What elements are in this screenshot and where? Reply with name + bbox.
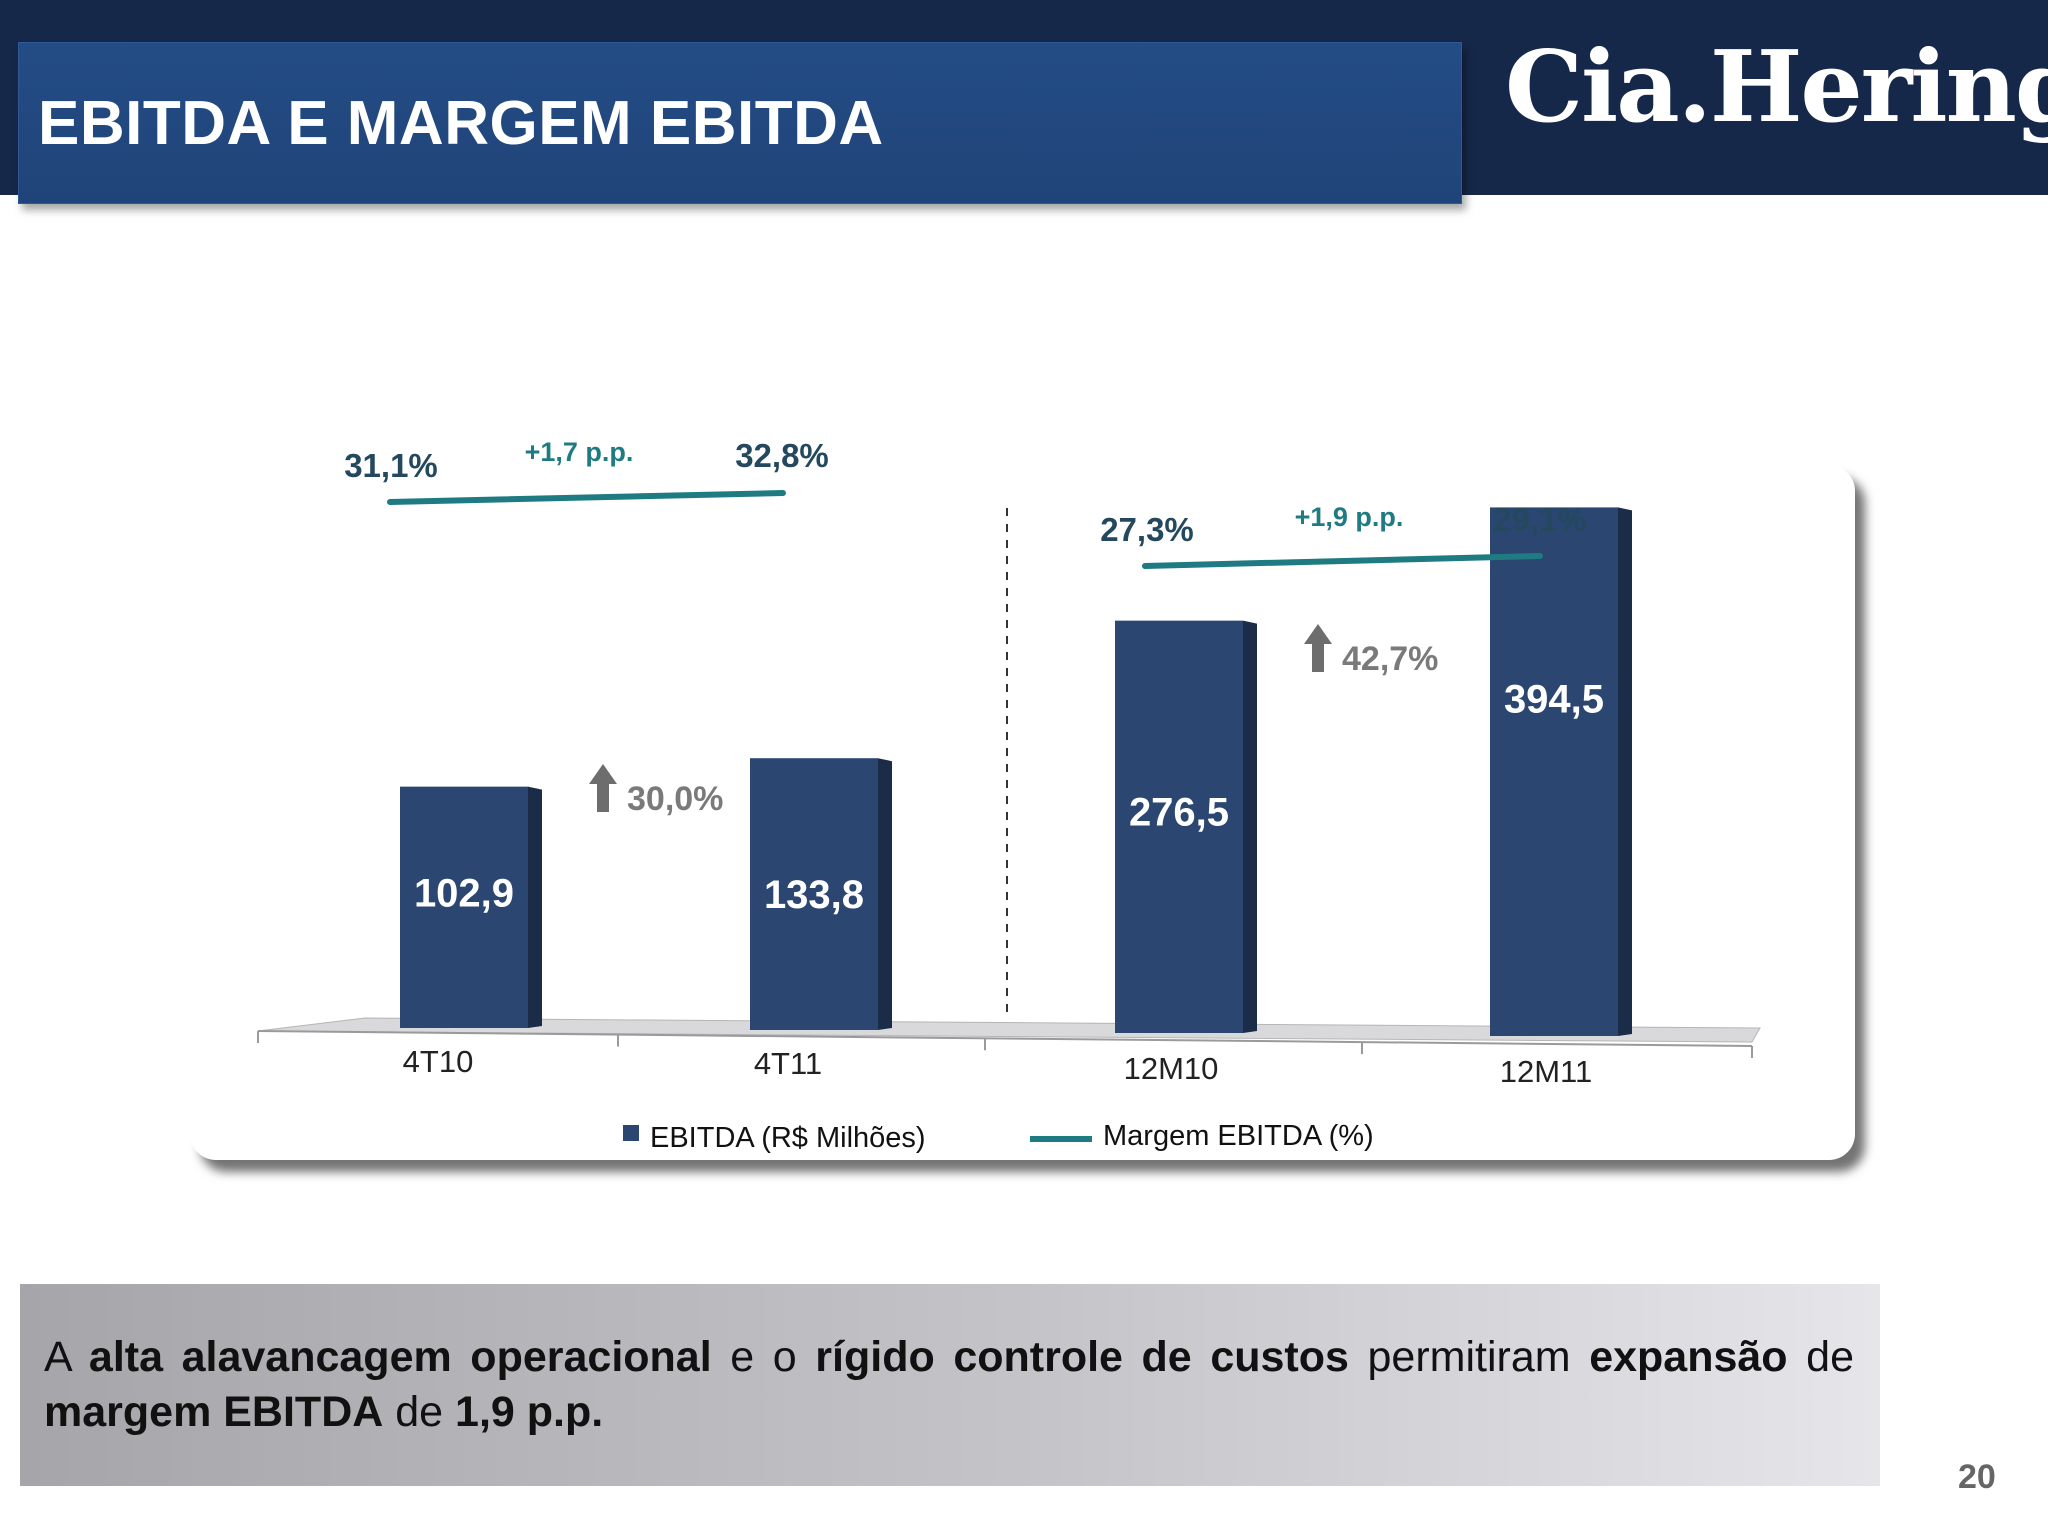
title-banner [18,42,1462,204]
ebitda-bar [750,758,878,1030]
margin-line [1142,553,1543,569]
summary-run: permitiram [1348,1333,1590,1381]
chart-floor [257,1017,1761,1043]
summary-emphasis: expansão [1589,1333,1788,1381]
margin-value-label: 27,3% [1100,511,1194,548]
company-logo: Cia.Hering [1505,30,2048,145]
summary-run: A [44,1333,89,1381]
growth-label: 30,0% [627,780,723,818]
ebitda-bar [1115,620,1243,1033]
bar-value-label: 394,5 [1504,677,1604,721]
ebitda-bar-side [1243,620,1257,1033]
x-tick-label: 12M10 [1124,1051,1219,1086]
growth-label: 42,7% [1342,640,1438,678]
margin-line [387,490,786,505]
summary-box: A alta alavancagem operacional e o rígid… [20,1284,1880,1486]
summary-run: e o [711,1333,816,1381]
ebitda-bar [400,786,528,1028]
page-number: 20 [1958,1458,1996,1496]
legend-bar-swatch [623,1125,639,1141]
ebitda-bar-side [528,786,542,1028]
up-arrow-icon [589,764,617,812]
bar-value-label: 102,9 [414,872,514,916]
margin-value-label: 31,1% [344,447,438,484]
x-tick-label: 12M11 [1500,1054,1593,1089]
ebitda-bar [1490,507,1618,1037]
margin-value-label: 29,1% [1493,501,1587,538]
page-title: EBITDA E MARGEM EBITDA [38,89,884,158]
margin-change-label: +1,7 p.p. [525,437,634,467]
summary-text: A alta alavancagem operacional e o rígid… [44,1330,1854,1440]
ebitda-bar-side [1618,507,1632,1037]
summary-emphasis: margem EBITDA [44,1388,384,1436]
x-tick-label: 4T11 [754,1046,822,1081]
margin-value-label: 32,8% [735,437,829,474]
up-arrow-icon [1304,624,1332,672]
bar-value-label: 276,5 [1129,791,1229,835]
ebitda-bar-side [878,758,892,1030]
summary-emphasis: 1,9 p.p. [455,1388,604,1436]
summary-run: de [383,1388,456,1436]
margin-change-label: +1,9 p.p. [1295,502,1404,532]
summary-emphasis: alta alavancagem operacional [88,1333,712,1381]
summary-emphasis: rígido controle de custos [815,1333,1349,1381]
bar-value-label: 133,8 [764,873,864,917]
x-axis-line [257,1030,1753,1047]
summary-run: de [1787,1333,1855,1381]
legend-line-label: Margem EBITDA (%) [1103,1120,1374,1152]
legend-bar-label: EBITDA (R$ Milhões) [650,1122,926,1154]
x-tick-label: 4T10 [403,1044,474,1079]
